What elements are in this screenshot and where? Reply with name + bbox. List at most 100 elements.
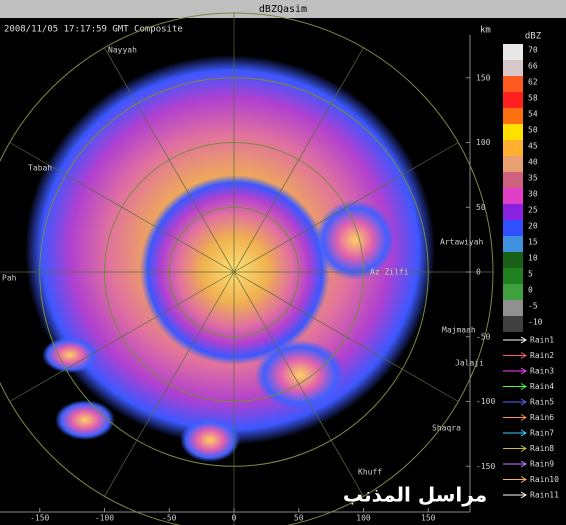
rain-arrowhead [520,476,527,483]
y-tick-label: 150 [476,73,491,82]
legend-swatch [503,92,523,108]
watermark: مراسل المذنب [343,483,487,507]
azimuth-line [233,271,365,498]
legend-label: 50 [528,126,538,135]
legend-swatch [503,140,523,156]
rain-label: Rain6 [530,413,554,422]
legend-swatch [503,268,523,284]
place-label: Az Zilfi [370,268,409,277]
echo-layer [25,55,435,462]
overlay-labels: -150 -100 -50 0 50 100 150150100500-50-100-150… [2,32,559,523]
azimuth-line [8,271,235,403]
rain-label: Rain5 [530,398,554,407]
azimuth-line [233,46,365,273]
echo [315,200,395,280]
unit-label: km [480,26,491,36]
place-label: Tabah [28,164,52,173]
legend-swatch [503,44,523,60]
legend-label: -10 [528,318,543,327]
legend-label: 20 [528,222,538,231]
legend-label: 15 [528,238,538,247]
y-tick-label: -50 [476,332,491,341]
legend-swatch [503,60,523,76]
legend-label: 54 [528,110,538,119]
legend-label: -5 [528,302,538,311]
rain-arrowhead [520,429,527,437]
legend-swatch [503,316,523,332]
legend-label: 5 [528,270,533,279]
azimuth-line [103,46,235,273]
legend-swatch [503,124,523,140]
rain-label: Rain9 [530,460,554,469]
legend-title: dBZ [525,32,542,42]
legend-swatch [503,204,523,220]
x-tick-label: 0 [232,514,237,523]
x-tick-label: 100 [356,514,371,523]
legend-label: 58 [528,94,538,103]
azimuth-line [233,141,460,273]
legend-swatch [503,172,523,188]
legend-label: 25 [528,206,538,215]
rain-label: Rain2 [530,351,554,360]
rain-arrowhead [520,398,527,406]
azimuth-line [8,141,235,273]
rain-arrowhead [520,352,527,359]
legend-label: 0 [528,286,533,295]
rain-arrowhead [520,445,527,452]
legend-swatch [503,300,523,316]
x-tick-label: 50 [294,514,304,523]
rain-label: Rain3 [530,367,554,376]
rain-arrowhead [520,336,527,344]
x-tick-label: -50 [162,514,177,523]
place-label: Shaqra [432,424,461,433]
place-label: Artawiyah [440,238,484,247]
legend-label: 66 [528,62,538,71]
rain-arrowhead [520,367,527,375]
rain-label: Rain7 [530,429,554,438]
timestamp: 2008/11/05 17:17:59 GMT Composite [4,25,183,35]
place-label: Majmaah [442,326,476,335]
echo [180,418,240,462]
rain-arrowhead [520,383,527,390]
y-tick-label: 0 [476,268,481,277]
place-label: Nayyah [108,46,137,55]
y-tick-label: 50 [476,203,486,212]
rain-label: Rain4 [530,382,554,391]
rain-label: Rain1 [530,336,554,345]
legend-swatch [503,76,523,92]
legend-swatch [503,156,523,172]
rain-arrowhead [520,414,527,421]
place-label: Khuff [358,468,382,477]
rain-arrowhead [520,460,527,468]
y-tick-label: 100 [476,138,491,147]
legend-label: 35 [528,174,538,183]
legend-swatch [503,236,523,252]
legend-label: 40 [528,158,538,167]
legend-swatch [503,188,523,204]
legend-label: 70 [528,46,538,55]
x-tick-label: -100 [95,514,114,523]
x-tick-label: 150 [421,514,436,523]
echo [255,340,345,410]
y-tick-label: -100 [476,397,495,406]
legend-label: 10 [528,254,538,263]
echo [55,400,115,440]
x-tick-label: -150 [30,514,49,523]
legend-label: 62 [528,78,538,87]
rain-label: Rain11 [530,491,559,500]
rain-label: Rain8 [530,444,554,453]
legend-swatch [503,284,523,300]
range-grid [0,12,494,525]
azimuth-line [103,271,235,498]
rain-arrowhead [520,491,527,499]
title-bar [0,0,566,18]
legend-swatch [503,220,523,236]
legend-label: 30 [528,190,538,199]
azimuth-line [233,271,460,403]
window-title: dBZQasim [259,4,307,15]
echo [42,337,98,373]
place-label: Pah [2,274,17,283]
y-tick-label: -150 [476,462,495,471]
place-label: Jalaji [455,359,484,368]
